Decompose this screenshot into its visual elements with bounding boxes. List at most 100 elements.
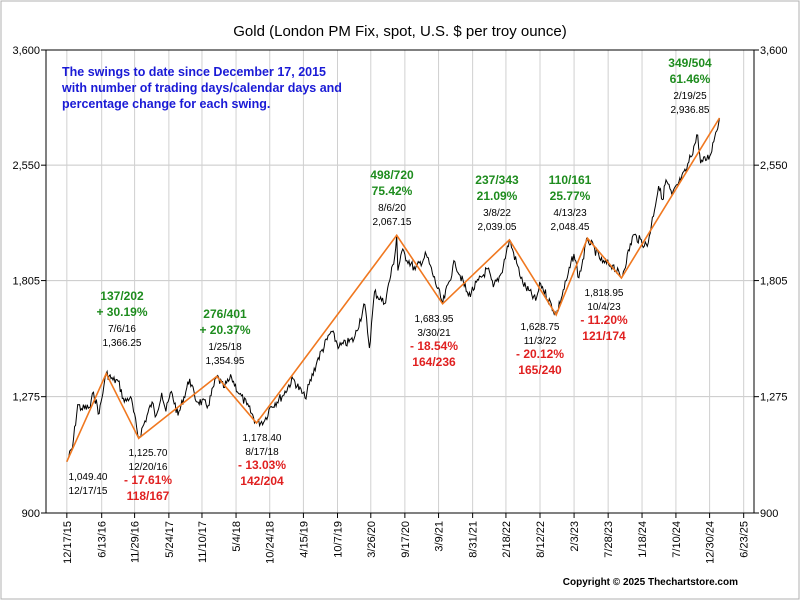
x-tick-label: 8/12/22 bbox=[535, 521, 547, 558]
x-tick-label: 11/10/17 bbox=[197, 521, 209, 563]
swing-value-label: 4/13/23 bbox=[553, 208, 587, 219]
swing-stat-label: 276/401 bbox=[203, 307, 247, 321]
swing-stat-label: 25.77% bbox=[550, 189, 591, 203]
swing-annotation: 1,818.95 10/4/23- 11.20% 121/174 bbox=[580, 288, 628, 343]
y-tick-label-right: 1,275 bbox=[760, 392, 788, 404]
x-axis: 12/17/15 6/13/16 11/29/16 5/24/17 11/10/17 5/… bbox=[62, 513, 751, 564]
swing-value-label: 7/6/16 bbox=[108, 324, 136, 335]
x-tick-label: 5/4/18 bbox=[231, 521, 243, 552]
swing-annotation: 1,683.95 3/30/21- 18.54% 164/236 bbox=[410, 314, 458, 369]
copyright-text: Copyright © 2025 Thechartstore.com bbox=[563, 577, 738, 588]
x-tick-label: 11/29/16 bbox=[130, 521, 142, 563]
y-axis: 900 900 1,275 1,275 1,805 1,805 2,550 2,550 3,60… bbox=[12, 45, 787, 520]
x-tick-label: 4/15/19 bbox=[298, 521, 310, 558]
note-line-3: percentage change for each swing. bbox=[62, 97, 270, 111]
annotation-layer: 1,049.40 12/17/15 137/202 + 30.19% 7/6/16 1,3… bbox=[69, 56, 712, 503]
swing-stat-label: - 18.54% bbox=[410, 339, 458, 353]
x-tick-label: 3/9/21 bbox=[434, 521, 446, 552]
swing-annotation: 110/161 25.77% 4/13/23 2,048.45 bbox=[549, 173, 592, 233]
x-tick-label: 10/7/19 bbox=[332, 521, 344, 558]
swing-stat-label: - 11.20% bbox=[580, 313, 628, 327]
y-tick-label-right: 1,805 bbox=[760, 276, 788, 288]
swing-annotation: 498/720 75.42% 8/6/20 2,067.15 bbox=[370, 168, 414, 228]
swing-value-label: 1,628.75 bbox=[521, 322, 560, 333]
x-tick-label: 10/24/18 bbox=[265, 521, 277, 564]
swing-stat-label: 165/240 bbox=[518, 363, 562, 377]
swing-stat-label: - 13.03% bbox=[238, 458, 286, 472]
swing-value-label: 1,354.95 bbox=[206, 356, 245, 367]
swing-annotation: 1,049.40 12/17/15 bbox=[69, 472, 108, 497]
swing-value-label: 3/30/21 bbox=[417, 328, 451, 339]
y-tick-label-left: 2,550 bbox=[12, 160, 40, 172]
y-tick-label-left: 900 bbox=[22, 508, 40, 520]
swing-stat-label: + 30.19% bbox=[96, 305, 147, 319]
note-line-2: with number of trading days/calendar day… bbox=[61, 81, 342, 95]
swing-value-label: 2,039.05 bbox=[478, 222, 517, 233]
swing-stat-label: 121/174 bbox=[582, 329, 626, 343]
swing-stat-label: 61.46% bbox=[670, 72, 711, 86]
swing-value-label: 2,048.45 bbox=[551, 222, 590, 233]
swing-value-label: 12/17/15 bbox=[69, 486, 108, 497]
swing-value-label: 2,936.85 bbox=[671, 105, 710, 116]
swing-stat-label: 118/167 bbox=[127, 489, 170, 503]
swing-value-label: 1,366.25 bbox=[103, 338, 142, 349]
swing-annotation: 1,628.75 11/3/22- 20.12% 165/240 bbox=[516, 322, 564, 377]
swing-value-label: 11/3/22 bbox=[524, 336, 557, 347]
swing-annotation: 1,178.40 8/17/18- 13.03% 142/204 bbox=[238, 433, 286, 488]
x-tick-label: 7/28/23 bbox=[603, 521, 615, 558]
swing-annotation: 137/202 + 30.19% 7/6/16 1,366.25 bbox=[96, 289, 147, 349]
swing-stat-label: + 20.37% bbox=[199, 323, 250, 337]
swing-value-label: 8/17/18 bbox=[245, 447, 279, 458]
plot-area-border bbox=[45, 49, 755, 514]
x-tick-label: 1/18/24 bbox=[637, 521, 649, 558]
x-tick-label: 6/13/16 bbox=[97, 521, 109, 558]
note-box: The swings to date since December 17, 20… bbox=[61, 65, 342, 111]
swing-stat-label: 349/504 bbox=[668, 56, 712, 70]
swing-value-label: 1,818.95 bbox=[585, 288, 624, 299]
x-tick-label: 12/30/24 bbox=[705, 521, 717, 564]
swing-value-label: 3/8/22 bbox=[483, 208, 511, 219]
swing-stat-label: 237/343 bbox=[475, 173, 519, 187]
y-tick-label-right: 2,550 bbox=[760, 160, 788, 172]
swing-value-label: 1,049.40 bbox=[69, 472, 108, 483]
swing-stat-label: 164/236 bbox=[412, 355, 456, 369]
x-tick-label: 6/23/25 bbox=[739, 521, 751, 558]
note-line-1: The swings to date since December 17, 20… bbox=[62, 65, 326, 79]
swing-value-label: 8/6/20 bbox=[378, 203, 406, 214]
swing-annotation: 237/343 21.09% 3/8/22 2,039.05 bbox=[475, 173, 519, 233]
swing-annotation: 276/401 + 20.37% 1/25/18 1,354.95 bbox=[199, 307, 250, 367]
x-tick-label: 12/17/15 bbox=[62, 521, 74, 564]
chart-title: Gold (London PM Fix, spot, U.S. $ per tr… bbox=[233, 23, 567, 40]
x-tick-label: 5/24/17 bbox=[164, 521, 176, 558]
x-tick-label: 3/26/20 bbox=[366, 521, 378, 558]
swing-layer bbox=[66, 117, 721, 463]
y-tick-label-right: 900 bbox=[760, 508, 778, 520]
swing-stat-label: 75.42% bbox=[372, 184, 413, 198]
swing-value-label: 1/25/18 bbox=[208, 342, 242, 353]
y-tick-label-left: 1,275 bbox=[12, 392, 40, 404]
y-tick-label-right: 3,600 bbox=[760, 45, 788, 57]
swing-value-label: 2,067.15 bbox=[373, 217, 412, 228]
swing-annotation: 349/504 61.46% 2/19/25 2,936.85 bbox=[668, 56, 712, 116]
x-tick-label: 7/10/24 bbox=[671, 521, 683, 558]
swing-stat-label: - 17.61% bbox=[124, 473, 172, 487]
swing-stat-label: 498/720 bbox=[370, 168, 414, 182]
swing-value-label: 12/20/16 bbox=[129, 462, 168, 473]
y-tick-label-left: 1,805 bbox=[12, 276, 40, 288]
swing-annotation: 1,125.70 12/20/16- 17.61% 118/167 bbox=[124, 448, 172, 503]
swing-stat-label: 137/202 bbox=[100, 289, 144, 303]
x-tick-label: 2/3/23 bbox=[569, 521, 581, 552]
swing-value-label: 10/4/23 bbox=[587, 302, 621, 313]
x-tick-label: 8/31/21 bbox=[468, 521, 480, 558]
swing-value-label: 1,178.40 bbox=[243, 433, 282, 444]
swing-stat-label: 142/204 bbox=[240, 474, 284, 488]
swing-value-label: 2/19/25 bbox=[673, 91, 707, 102]
swing-stat-label: - 20.12% bbox=[516, 347, 564, 361]
swing-value-label: 1,125.70 bbox=[129, 448, 168, 459]
swing-zigzag-line bbox=[66, 117, 721, 463]
grid-layer bbox=[46, 49, 754, 514]
y-tick-label-left: 3,600 bbox=[12, 45, 40, 57]
